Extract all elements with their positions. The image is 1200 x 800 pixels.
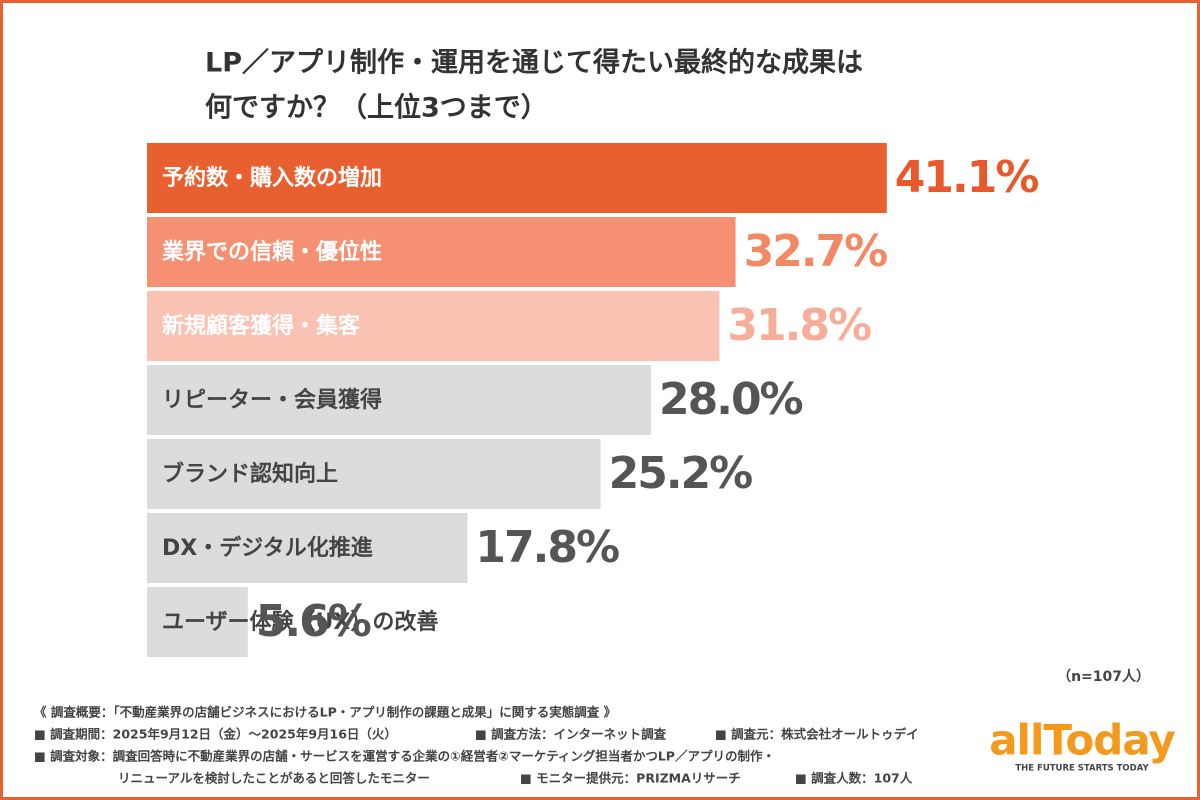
bar	[147, 291, 720, 361]
category-label: 業界での信頼・優位性	[162, 239, 382, 265]
footer-line: ■ 調査対象：調査回答時に不動産業界の店舗・サービスを運営する企業の①経営者②マ…	[34, 749, 775, 764]
bar	[147, 143, 887, 213]
value-label: 5.6%	[256, 596, 371, 647]
value-label: 17.8%	[475, 522, 619, 573]
category-label: 新規顧客獲得・集客	[162, 313, 361, 339]
category-label: ユーザー体験（UX）の改善	[162, 609, 438, 635]
footer-line: ■ モニター提供元：PRIZMAリサーチ	[520, 771, 741, 786]
bar	[147, 439, 601, 509]
footer-line: 《 調査概要：「不動産業界の店舗ビジネスにおけるLP・アプリ制作の課題と成果」に…	[34, 705, 616, 720]
logo: allToday	[989, 716, 1175, 765]
footer-line: ■ 調査人数：107人	[795, 771, 913, 786]
footer-line: リニューアルを検討したことがあると回答したモニター	[118, 771, 430, 786]
bar	[147, 217, 736, 287]
footer-line: ■ 調査元：株式会社オールトゥデイ	[715, 727, 919, 742]
bar	[147, 513, 468, 583]
chart-title: 何ですか？（上位3つまで）	[205, 92, 548, 124]
footer-line: ■ 調査期間：2025年9月12日（金）〜2025年9月16日（火）	[34, 727, 397, 742]
sample-note: （n=107人）	[1057, 668, 1150, 685]
value-label: 32.7%	[744, 226, 888, 277]
value-label: 25.2%	[609, 448, 753, 499]
category-label: リピーター・会員獲得	[162, 387, 382, 413]
value-label: 41.1%	[895, 152, 1039, 203]
category-label: DX・デジタル化推進	[162, 535, 373, 561]
category-label: ブランド認知向上	[162, 461, 338, 487]
chart-title: LP／アプリ制作・運用を通じて得たい最終的な成果は	[205, 47, 863, 79]
value-label: 31.8%	[727, 300, 871, 351]
bar	[147, 365, 651, 435]
bar	[147, 587, 248, 657]
value-label: 28.0%	[659, 374, 803, 425]
footer-line: ■ 調査方法：インターネット調査	[475, 727, 667, 742]
category-label: 予約数・購入数の増加	[162, 165, 382, 191]
logo-tagline: THE FUTURE STARTS TODAY	[1015, 764, 1149, 774]
bars: 予約数・購入数の増加 41.1% 業界での信頼・優位性 32.7% 新規顧客獲得・集客 3…	[147, 143, 1040, 657]
